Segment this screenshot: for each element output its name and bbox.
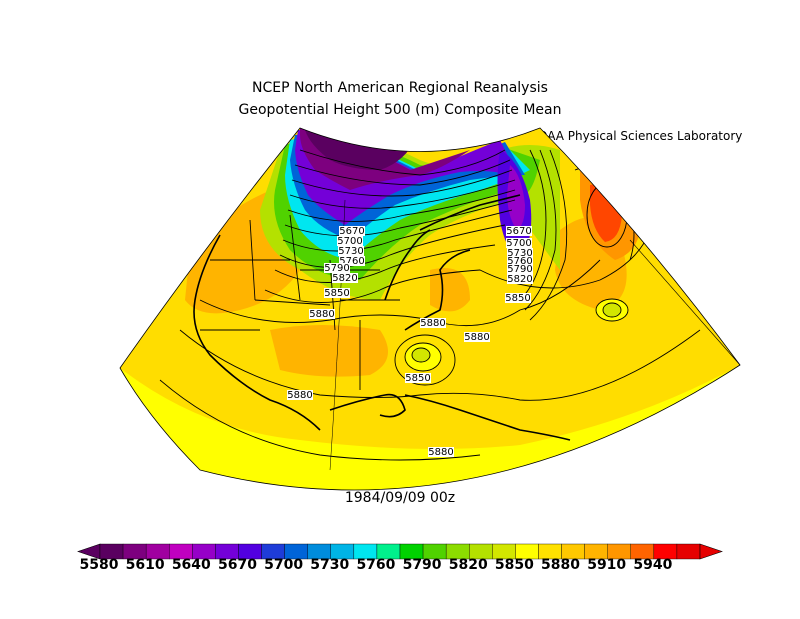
contour-label: 5790 [324, 263, 349, 274]
state-borders [200, 214, 400, 390]
domain-edge-line [629, 239, 741, 366]
contour-label: 5850 [505, 293, 530, 304]
contour-label-bg [339, 226, 365, 236]
contour-label: 5820 [507, 274, 532, 285]
datestamp: 1984/09/09 00z [344, 490, 456, 506]
lab-name: Physical Sciences Laboratory [567, 129, 743, 143]
colorbar-tick-label: 5610 [125, 557, 165, 573]
colorbar-tick-label: 5940 [633, 557, 673, 573]
colorbar-tick-label: 5790 [402, 557, 442, 573]
contour-label-bg [507, 264, 533, 274]
contour-label: 5880 [464, 332, 489, 343]
contour-label: 5760 [507, 256, 532, 267]
contour-label: 5880 [287, 390, 312, 401]
contour-label: 5700 [337, 236, 362, 247]
colorbar-tick-label: 5670 [217, 557, 257, 573]
contour-label: 5880 [428, 447, 453, 458]
colorbar-tick-label: 5850 [494, 557, 534, 573]
colorbar-tick-label: 5700 [264, 557, 304, 573]
contour-label-bg [287, 390, 313, 400]
contour-label: 5730 [338, 246, 363, 257]
contour-label: 5670 [339, 226, 364, 237]
contour-labels-other: 5880 5880 5850 5880 5880 [287, 318, 490, 458]
contour-label-bg [339, 256, 365, 266]
contour-lines [159, 149, 701, 461]
contour-label: 5790 [507, 264, 532, 275]
contour-label-bg [506, 238, 532, 248]
contour-label-bg [405, 373, 431, 383]
colorbar-tick-label: 5910 [587, 557, 627, 573]
contour-label: 5670 [506, 226, 531, 237]
colorbar-tick-label: 5820 [448, 557, 488, 573]
colorbar-tick-label: 5640 [171, 557, 211, 573]
colorbar-tick-label: 5730 [310, 557, 350, 573]
contour-label-bg [507, 256, 533, 266]
contour-label-bg [337, 236, 363, 246]
colorbar-right-arrow [699, 543, 723, 560]
contour-label: 5850 [324, 288, 349, 299]
contour-label-bg [507, 248, 533, 258]
contour-label-bg [507, 274, 533, 284]
contour-label: 5880 [309, 309, 334, 320]
map-subtitle: Geopotential Height 500 (m) Composite Me… [238, 102, 562, 118]
contour-label: 5820 [332, 273, 357, 284]
contour-label-bg [506, 226, 532, 236]
contour-label: 5850 [405, 373, 430, 384]
contour-label-bg [420, 318, 446, 328]
contour-label: 5700 [506, 238, 531, 249]
colorbar-swatch [676, 543, 701, 560]
colorbar-tick-label: 5580 [79, 557, 119, 573]
contour-label-bg [324, 288, 350, 298]
contour-label-bg [332, 273, 358, 283]
contour-label: 5880 [420, 318, 445, 329]
contour-label: 5760 [339, 256, 364, 267]
colorbar-tick-label: 5880 [541, 557, 581, 573]
contour-label-bg [324, 263, 350, 273]
contour-label-bg [338, 246, 364, 256]
map-title: NCEP North American Regional Reanalysis [252, 80, 548, 96]
map-domain-outline [119, 127, 741, 491]
contour-label-bg [464, 332, 490, 342]
contour-label: 5730 [507, 248, 532, 259]
contour-label-bg [309, 309, 335, 319]
colorbar-tick-label: 5760 [356, 557, 396, 573]
colorbar [77, 543, 723, 560]
contour-label-bg [505, 293, 531, 303]
contour-label-bg [428, 447, 454, 457]
